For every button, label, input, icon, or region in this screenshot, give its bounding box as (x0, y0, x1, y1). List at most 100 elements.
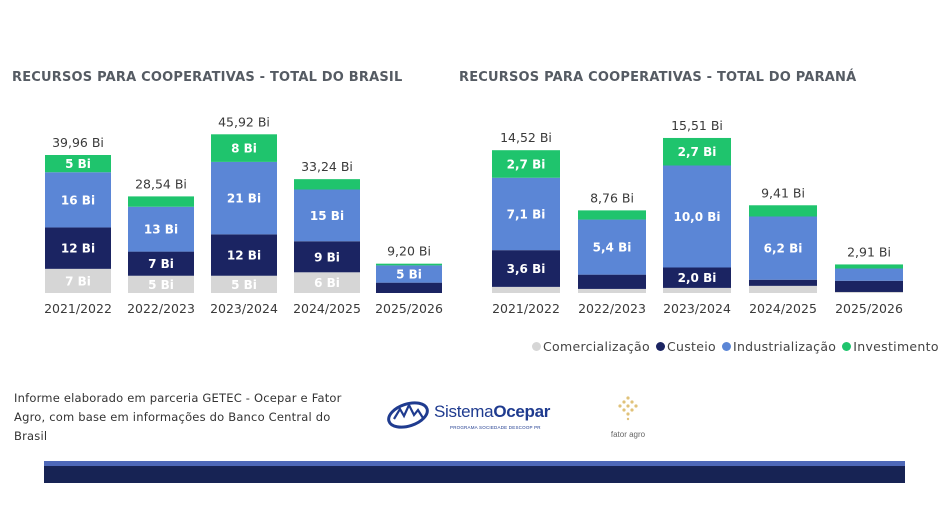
total-label-parana-3: 9,41 Bi (761, 185, 805, 200)
data-label-brasil-custeio-2: 12 Bi (227, 249, 261, 263)
data-label-brasil-industrializacao-1: 13 Bi (144, 223, 178, 237)
category-label-parana-3: 2024/2025 (749, 301, 817, 316)
category-label-brasil-0: 2021/2022 (44, 301, 112, 316)
data-label-brasil-custeio-3: 9 Bi (314, 250, 340, 264)
bar-segment-parana-investimento-2 (663, 137, 731, 166)
bar-segment-parana-comercializacao-1 (578, 288, 646, 293)
legend-label-custeio: Custeio (666, 339, 716, 354)
fator-agro-wordmark: fator agro (610, 430, 646, 439)
legend-dot-comercializacao (532, 342, 541, 351)
bar-segment-parana-custeio-4 (835, 280, 903, 292)
legend-dot-industrializacao (721, 342, 731, 351)
bar-segment-brasil-custeio-1 (128, 251, 194, 276)
data-label-brasil-investimento-0: 5 Bi (65, 157, 91, 171)
bar-segment-brasil-investimento-1 (128, 196, 194, 207)
data-label-brasil-industrializacao-3: 15 Bi (310, 209, 344, 223)
bar-segment-parana-comercializacao-4 (835, 291, 903, 293)
total-label-parana-0: 14,52 Bi (500, 130, 552, 145)
total-label-parana-1: 8,76 Bi (590, 190, 634, 205)
total-label-parana-2: 15,51 Bi (671, 118, 723, 133)
chart-legend: Comercialização Custeio Industrialização… (532, 339, 939, 354)
fator-agro-logo: fator agro (603, 392, 653, 442)
fator-agro-emblem-icon (618, 396, 638, 421)
bar-segment-parana-custeio-3 (749, 279, 817, 286)
bar-segment-brasil-investimento-2 (211, 134, 277, 162)
bar-segment-parana-comercializacao-0 (492, 286, 560, 293)
bar-segment-brasil-investimento-3 (294, 179, 360, 190)
bar-segment-brasil-industrializacao-0 (45, 172, 111, 228)
bar-segment-brasil-comercializacao-3 (294, 272, 360, 293)
footer-bar (44, 461, 905, 483)
bar-segment-parana-investimento-3 (749, 205, 817, 217)
data-label-parana-industrializacao-2: 10,0 Bi (673, 210, 720, 224)
category-label-brasil-2: 2023/2024 (210, 301, 278, 316)
bar-segment-brasil-custeio-4 (376, 282, 442, 293)
bar-segment-parana-custeio-2 (663, 267, 731, 288)
legend-label-investimento: Investimento (853, 339, 939, 354)
data-label-parana-custeio-2: 2,0 Bi (678, 271, 717, 285)
source-footnote: Informe elaborado em parceria GETEC - Oc… (14, 391, 342, 443)
data-label-parana-custeio-0: 3,6 Bi (507, 262, 546, 276)
bar-segment-brasil-industrializacao-3 (294, 189, 360, 242)
category-label-parana-2: 2023/2024 (663, 301, 731, 316)
charts-canvas: 7 Bi 12 Bi 16 Bi 5 Bi 39,96 Bi 2021/2022 5 Bi 7… (44, 114, 903, 316)
legend-label-comercializacao: Comercialização (543, 339, 650, 354)
data-label-parana-industrializacao-0: 7,1 Bi (507, 207, 546, 221)
bar-segment-brasil-industrializacao-2 (211, 161, 277, 235)
category-label-brasil-3: 2024/2025 (293, 301, 361, 316)
bar-segment-brasil-custeio-3 (294, 241, 360, 273)
footer-bar-accent (44, 461, 905, 466)
bar-segment-parana-investimento-0 (492, 150, 560, 178)
data-label-brasil-industrializacao-0: 16 Bi (61, 193, 95, 207)
bar-segment-brasil-industrializacao-4 (376, 265, 442, 283)
ocepar-wordmark: SistemaOcepar (434, 402, 550, 422)
total-label-brasil-3: 33,24 Bi (301, 159, 353, 174)
bar-segment-parana-industrializacao-3 (749, 216, 817, 280)
bar-segment-parana-industrializacao-2 (663, 165, 731, 268)
bar-segment-brasil-industrializacao-1 (128, 206, 194, 252)
total-label-brasil-0: 39,96 Bi (52, 135, 104, 150)
ocepar-wordmark-light: Sistema (434, 402, 494, 421)
total-label-parana-4: 2,91 Bi (847, 244, 891, 259)
chart-title-brasil: RECURSOS PARA COOPERATIVAS - TOTAL DO BR… (12, 70, 403, 85)
bar-segment-parana-industrializacao-0 (492, 177, 560, 251)
legend-dot-custeio (655, 342, 665, 351)
bar-segment-parana-comercializacao-2 (663, 287, 731, 293)
data-label-brasil-comercializacao-3: 6 Bi (314, 276, 340, 290)
data-label-parana-investimento-0: 2,7 Bi (507, 157, 546, 171)
sistema-ocepar-logo: SistemaOcepar PROGRAMA SOCIEDADE DESCOOP… (386, 397, 566, 437)
bar-segment-brasil-comercializacao-0 (45, 268, 111, 293)
legend-item-comercializacao: Comercialização (532, 339, 650, 354)
ocepar-emblem-icon (387, 401, 429, 429)
data-label-brasil-custeio-0: 12 Bi (61, 242, 95, 256)
legend-item-industrializacao: Industrialização (721, 339, 836, 354)
data-label-parana-investimento-2: 2,7 Bi (678, 145, 717, 159)
category-label-parana-0: 2021/2022 (492, 301, 560, 316)
ocepar-wordmark-bold: Ocepar (493, 402, 551, 421)
ocepar-tagline: PROGRAMA SOCIEDADE DESCOOP PR (450, 425, 541, 430)
bar-segment-brasil-custeio-2 (211, 234, 277, 276)
bar-segment-parana-investimento-4 (835, 264, 903, 269)
bar-segment-parana-industrializacao-4 (835, 268, 903, 281)
bar-segment-parana-custeio-0 (492, 250, 560, 287)
total-label-brasil-1: 28,54 Bi (135, 176, 187, 191)
total-label-brasil-4: 9,20 Bi (387, 244, 431, 259)
data-label-brasil-custeio-1: 7 Bi (148, 257, 174, 271)
category-label-parana-1: 2022/2023 (578, 301, 646, 316)
legend-dot-investimento (842, 342, 852, 351)
bar-segment-parana-industrializacao-1 (578, 219, 646, 275)
bar-segment-brasil-comercializacao-1 (128, 275, 194, 293)
legend-item-custeio: Custeio (655, 339, 716, 354)
bar-segment-brasil-investimento-0 (45, 155, 111, 173)
bar-segment-parana-comercializacao-3 (749, 285, 817, 293)
data-label-brasil-comercializacao-1: 5 Bi (148, 278, 174, 292)
category-label-brasil-4: 2025/2026 (375, 301, 443, 316)
data-label-brasil-investimento-2: 8 Bi (231, 142, 257, 156)
bar-segment-parana-investimento-1 (578, 210, 646, 220)
category-label-parana-4: 2025/2026 (835, 301, 903, 316)
data-label-brasil-comercializacao-0: 7 Bi (65, 274, 91, 288)
chart-title-parana: RECURSOS PARA COOPERATIVAS - TOTAL DO PA… (459, 70, 857, 85)
legend-item-investimento: Investimento (842, 339, 939, 354)
bar-segment-parana-custeio-1 (578, 274, 646, 289)
data-label-brasil-industrializacao-2: 21 Bi (227, 192, 261, 206)
